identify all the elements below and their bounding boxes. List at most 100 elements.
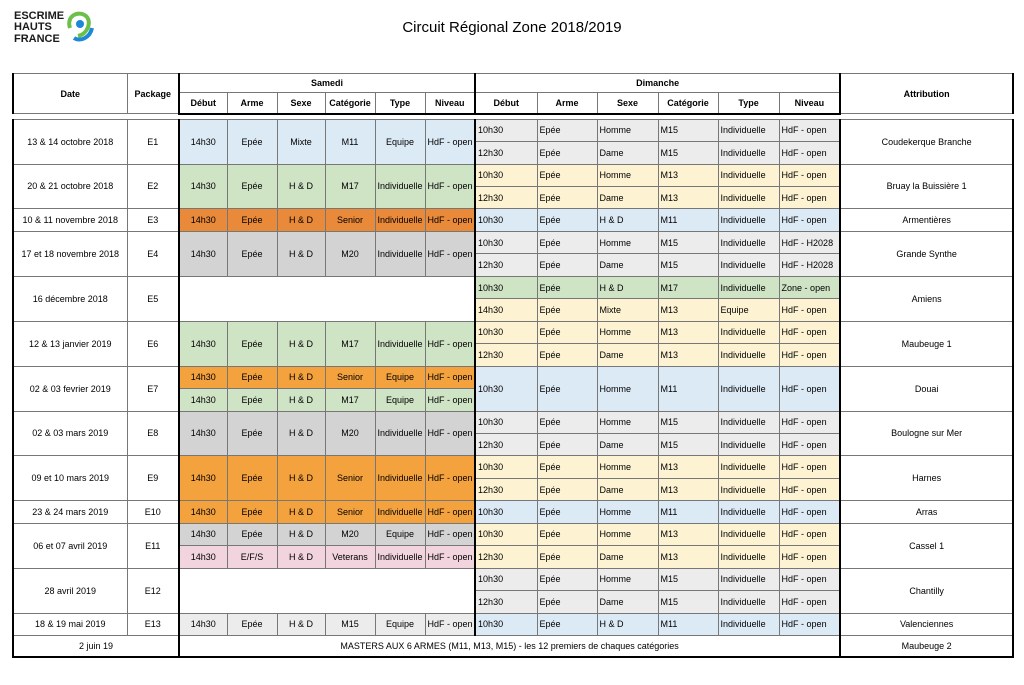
samedi-arme: Epée xyxy=(226,208,278,232)
dimanche-categorie: M13 xyxy=(657,185,719,210)
samedi-categorie: M17 xyxy=(324,388,376,412)
dimanche-debut: 10h30 xyxy=(474,118,538,143)
samedi-categorie: Senior xyxy=(324,208,376,232)
samedi-arme: Epée xyxy=(226,365,278,390)
dimanche-niveau: HdF - open xyxy=(778,343,841,367)
dimanche-type: Individuelle xyxy=(717,185,780,210)
samedi-categorie: Senior xyxy=(324,365,376,390)
event-date: 12 & 13 janvier 2019 xyxy=(12,320,128,367)
dimanche-categorie: M13 xyxy=(657,298,719,322)
samedi-niveau: HdF - open xyxy=(424,410,476,457)
event-date: 09 et 10 mars 2019 xyxy=(12,455,128,502)
dimanche-debut: 10h30 xyxy=(474,410,538,434)
table-row: 12h30 Epée Dame M15 Individuelle HdF - open xyxy=(13,590,1013,614)
samedi-debut: 14h30 xyxy=(178,388,228,412)
col-sexe-sat: Sexe xyxy=(276,92,326,115)
samedi-categorie: M17 xyxy=(324,163,376,210)
samedi-debut: 14h30 xyxy=(178,163,228,210)
dimanche-debut: 12h30 xyxy=(474,432,538,457)
samedi-sexe: H & D xyxy=(276,365,326,390)
table-row: 16 décembre 2018 E5 10h30 Epée H & D M17 Indiv… xyxy=(12,275,1015,322)
dimanche-niveau: HdF - open xyxy=(778,163,841,187)
dimanche-niveau: HdF - open xyxy=(778,410,841,434)
dimanche-categorie: M15 xyxy=(657,253,719,277)
samedi-niveau: HdF - open xyxy=(424,163,476,210)
dimanche-type: Individuelle xyxy=(717,118,780,143)
dimanche-debut: 12h30 xyxy=(474,253,538,277)
dimanche-debut: 10h30 xyxy=(474,320,538,345)
samedi-debut: 14h30 xyxy=(178,455,228,502)
dimanche-categorie: M11 xyxy=(657,208,719,232)
dimanche-debut: 10h30 xyxy=(474,567,538,592)
samedi-type: Individuelle xyxy=(374,500,426,524)
dimanche-niveau: HdF - open xyxy=(778,455,841,479)
samedi-categorie: M20 xyxy=(324,410,376,457)
dimanche-type: Individuelle xyxy=(717,141,780,165)
dimanche-categorie: M11 xyxy=(657,365,719,412)
dimanche-niveau: HdF - open xyxy=(778,477,841,502)
dimanche-sexe: H & D xyxy=(596,612,659,637)
samedi-empty xyxy=(177,567,476,614)
dimanche-categorie: M13 xyxy=(657,545,719,569)
samedi-arme: Epée xyxy=(226,163,278,210)
dimanche-debut: 10h30 xyxy=(474,455,538,479)
dimanche-sexe: Dame xyxy=(596,477,659,502)
svg-text:ESCRIME: ESCRIME xyxy=(14,10,64,22)
samedi-sexe: H & D xyxy=(276,388,326,412)
dimanche-niveau: HdF - open xyxy=(778,522,841,547)
dimanche-arme: Epée xyxy=(536,230,598,255)
col-type-sat: Type xyxy=(374,92,426,115)
samedi-niveau: HdF - open xyxy=(424,320,476,367)
dimanche-niveau: HdF - open xyxy=(778,432,841,457)
event-date: 23 & 24 mars 2019 xyxy=(12,500,128,524)
dimanche-niveau: HdF - open xyxy=(778,567,841,592)
dimanche-debut: 12h30 xyxy=(474,343,538,367)
event-package: E4 xyxy=(126,230,180,277)
samedi-categorie: M20 xyxy=(324,230,376,277)
samedi-empty xyxy=(177,275,476,322)
dimanche-categorie: M15 xyxy=(657,141,719,165)
dimanche-sexe: Homme xyxy=(596,500,659,524)
samedi-debut: 14h30 xyxy=(178,365,228,390)
event-package: E12 xyxy=(126,567,180,614)
event-package: E7 xyxy=(126,365,180,412)
table-row: 28 avril 2019 E12 10h30 Epée Homme M15 Individ… xyxy=(12,567,1015,614)
svg-text:FRANCE: FRANCE xyxy=(14,33,60,45)
event-date: 02 & 03 fevrier 2019 xyxy=(12,365,128,412)
samedi-niveau: HdF - open xyxy=(424,388,476,412)
dimanche-type: Individuelle xyxy=(717,230,780,255)
samedi-arme: Epée xyxy=(226,455,278,502)
samedi-categorie: Senior xyxy=(324,500,376,524)
samedi-categorie: Veterans xyxy=(324,545,376,569)
table-row: 23 & 24 mars 2019 E10 14h30 Epée H & D Senior… xyxy=(12,500,1015,524)
samedi-type: Equipe xyxy=(374,365,426,390)
dimanche-debut: 12h30 xyxy=(474,477,538,502)
dimanche-debut: 10h30 xyxy=(474,500,538,524)
dimanche-niveau: HdF - open xyxy=(778,298,841,322)
dimanche-sexe: Mixte xyxy=(596,298,659,322)
table-row: 02 & 03 mars 2019 E8 14h30 Epée H & D M20 Indi… xyxy=(12,410,1015,457)
dimanche-arme: Epée xyxy=(536,118,598,143)
event-package: E8 xyxy=(126,410,180,457)
col-categorie-sat: Catégorie xyxy=(324,92,376,115)
event-date: 10 & 11 novembre 2018 xyxy=(12,208,128,232)
masters-attribution: Maubeuge 2 xyxy=(839,635,1015,659)
samedi-sexe: H & D xyxy=(276,612,326,637)
dimanche-arme: Epée xyxy=(536,185,598,210)
samedi-sexe: H & D xyxy=(276,163,326,210)
dimanche-categorie: M11 xyxy=(657,500,719,524)
dimanche-categorie: M13 xyxy=(657,320,719,345)
event-attribution: Grande Synthe xyxy=(839,230,1015,277)
dimanche-sexe: Homme xyxy=(596,522,659,547)
dimanche-debut: 10h30 xyxy=(474,163,538,187)
dimanche-categorie: M15 xyxy=(657,230,719,255)
event-package: E5 xyxy=(126,275,180,322)
dimanche-sexe: Dame xyxy=(596,545,659,569)
event-package: E6 xyxy=(126,320,180,367)
dimanche-arme: Epée xyxy=(536,410,598,434)
dimanche-sexe: Homme xyxy=(596,230,659,255)
samedi-sexe: H & D xyxy=(276,522,326,547)
dimanche-type: Individuelle xyxy=(717,432,780,457)
samedi-type: Equipe xyxy=(374,388,426,412)
event-attribution: Valenciennes xyxy=(839,612,1015,637)
